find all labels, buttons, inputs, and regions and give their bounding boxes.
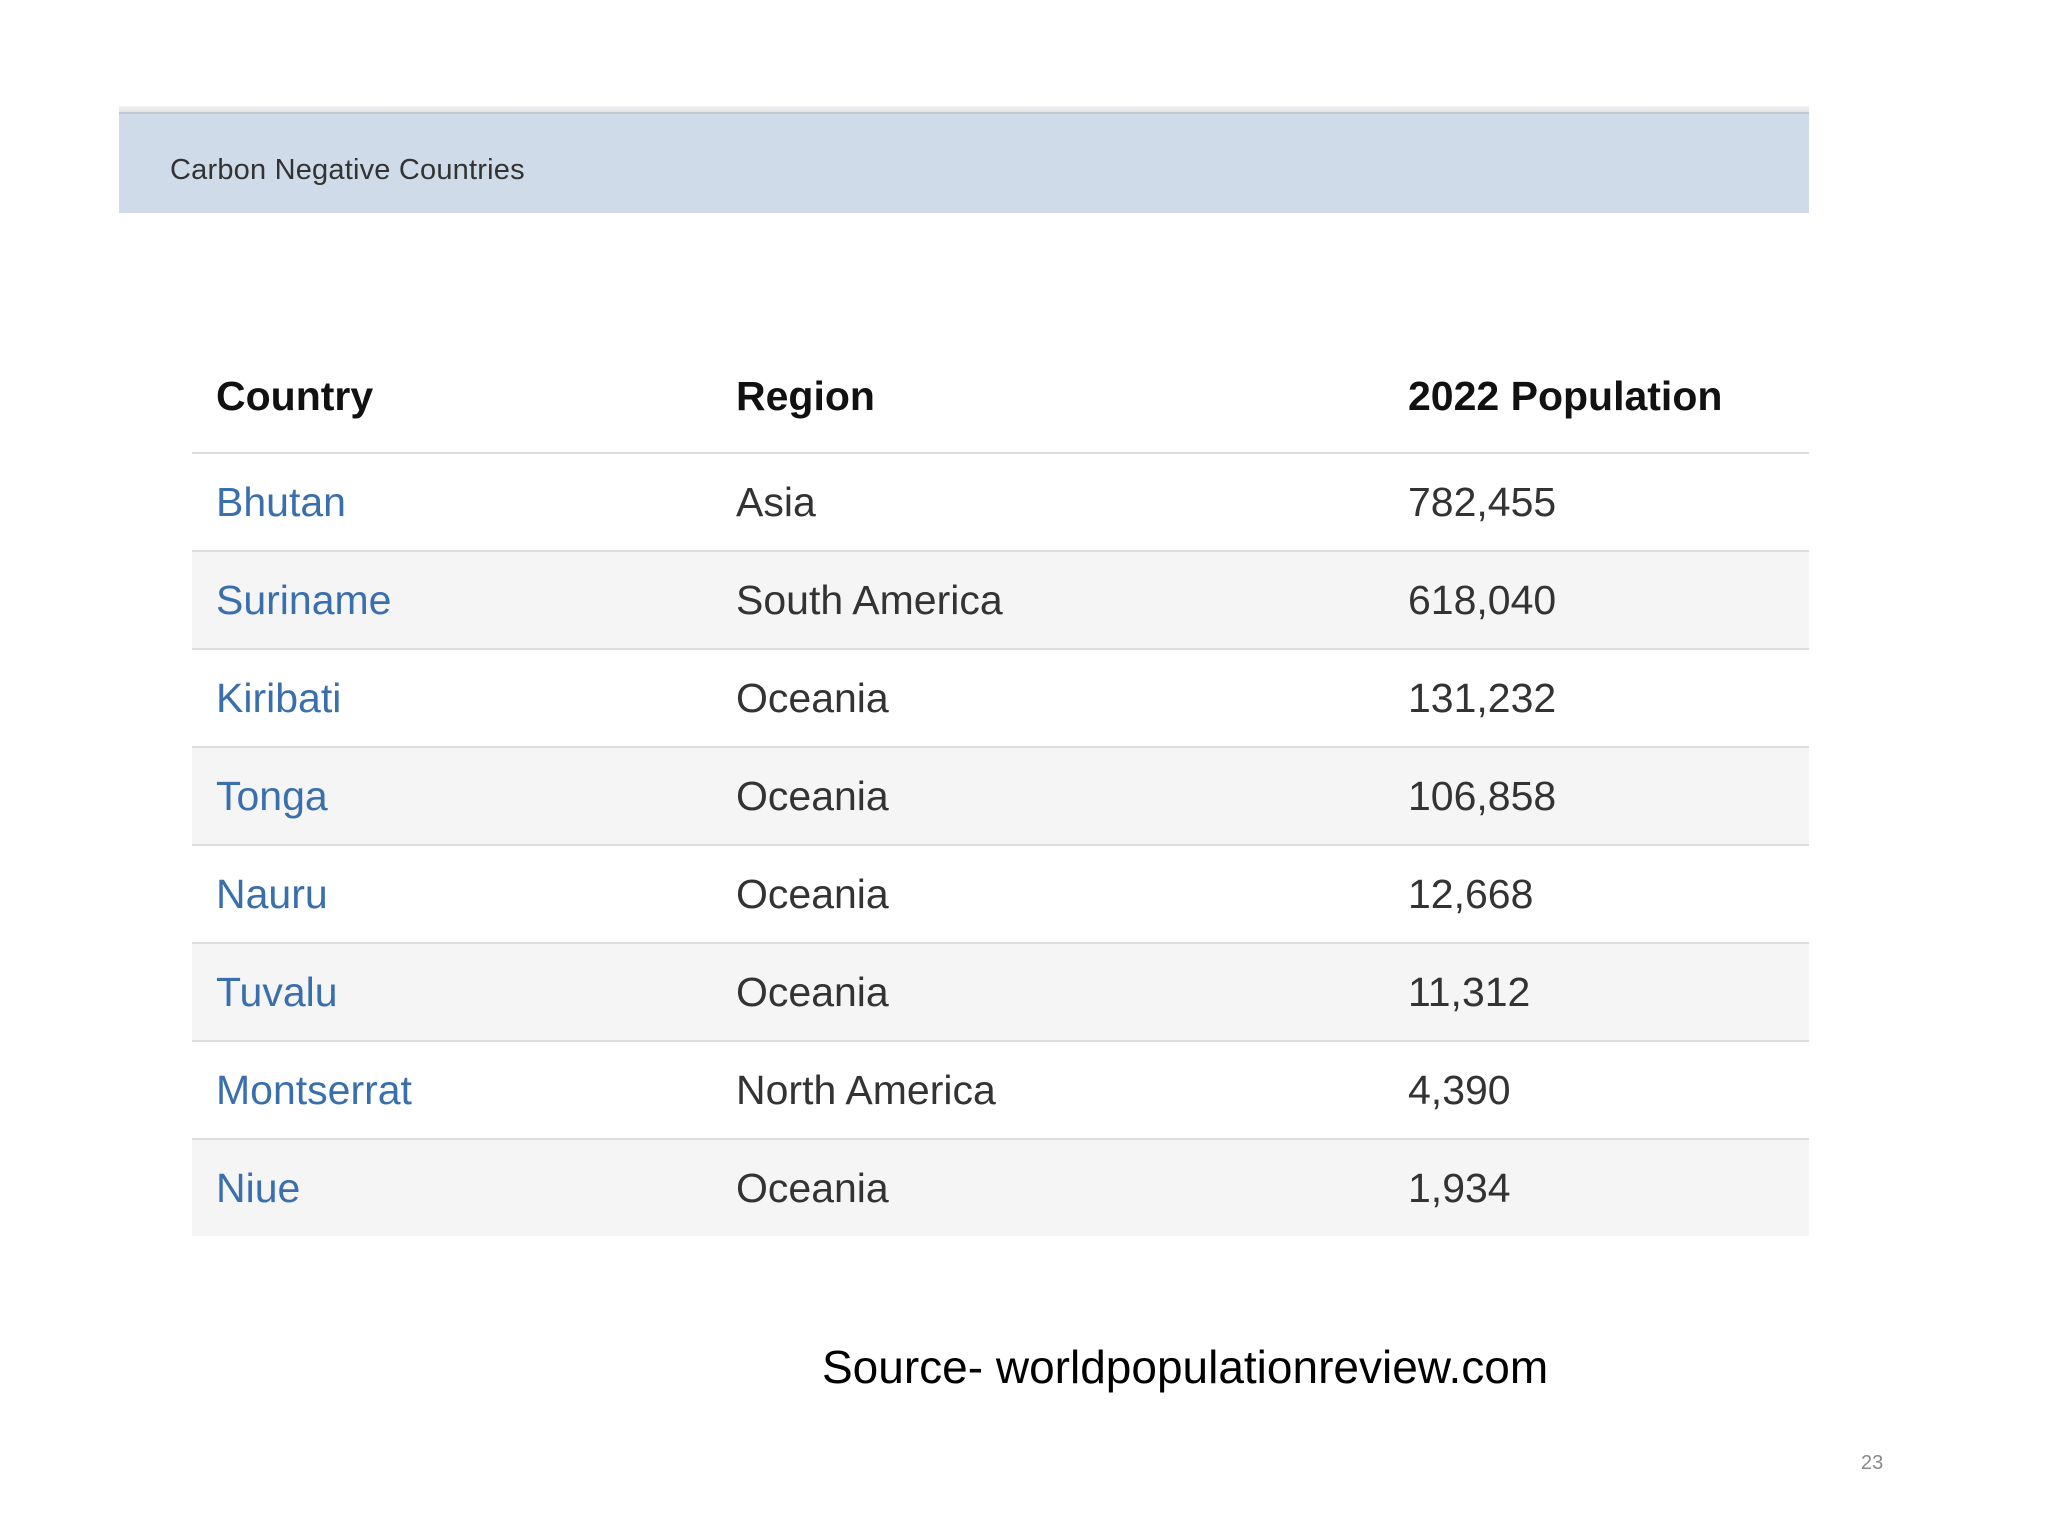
table-row: Bhutan Asia 782,455 <box>192 453 1809 551</box>
country-link[interactable]: Tonga <box>192 746 736 845</box>
table-row: Kiribati Oceania 131,232 <box>192 648 1809 747</box>
country-link[interactable]: Suriname <box>192 550 736 649</box>
region-cell: Oceania <box>736 942 1408 1041</box>
country-link[interactable]: Bhutan <box>216 478 346 525</box>
source-caption: Source- worldpopulationreview.com <box>822 1341 1549 1393</box>
population-cell: 782,455 <box>1408 478 1557 525</box>
country-link[interactable]: Nauru <box>192 844 736 943</box>
region-cell: North America <box>736 1040 1408 1139</box>
table-row: Montserrat North America 4,390 <box>192 1040 1809 1139</box>
region-cell: Oceania <box>736 1138 1408 1236</box>
table-row: Tuvalu Oceania 11,312 <box>192 942 1809 1041</box>
header-region[interactable]: Region <box>736 340 1408 454</box>
population-cell: 4,390 <box>1408 1040 1809 1139</box>
page-number: 23 <box>1861 1452 1884 1474</box>
table-row: Niue Oceania 1,934 <box>192 1138 1809 1236</box>
table-header-row: Country Region 2022 Population <box>192 340 1809 454</box>
section-banner: Carbon Negative Countries <box>119 112 1809 213</box>
region-cell: Asia <box>736 478 816 525</box>
population-cell: 131,232 <box>1408 648 1809 747</box>
country-link[interactable]: Montserrat <box>192 1040 736 1139</box>
countries-table: Country Region 2022 Population Bhutan As… <box>192 340 1809 1236</box>
banner-title: Carbon Negative Countries <box>170 154 525 186</box>
banner-top-edge <box>119 106 1809 114</box>
table-row: Suriname South America 618,040 <box>192 550 1809 649</box>
table-row: Tonga Oceania 106,858 <box>192 746 1809 845</box>
population-cell: 1,934 <box>1408 1138 1809 1236</box>
population-cell: 11,312 <box>1408 942 1809 1041</box>
header-population[interactable]: 2022 Population <box>1408 340 1809 454</box>
countries-table-container: Country Region 2022 Population Bhutan As… <box>192 340 1809 1236</box>
country-link[interactable]: Kiribati <box>192 648 736 747</box>
header-country[interactable]: Country <box>192 340 736 454</box>
region-cell: Oceania <box>736 648 1408 747</box>
country-link[interactable]: Niue <box>192 1138 736 1236</box>
region-cell: Oceania <box>736 746 1408 845</box>
region-cell: South America <box>736 550 1408 649</box>
population-cell: 12,668 <box>1408 844 1809 943</box>
region-cell: Oceania <box>736 844 1408 943</box>
population-cell: 618,040 <box>1408 550 1809 649</box>
country-link[interactable]: Tuvalu <box>192 942 736 1041</box>
population-cell: 106,858 <box>1408 746 1809 845</box>
table-row: Nauru Oceania 12,668 <box>192 844 1809 943</box>
